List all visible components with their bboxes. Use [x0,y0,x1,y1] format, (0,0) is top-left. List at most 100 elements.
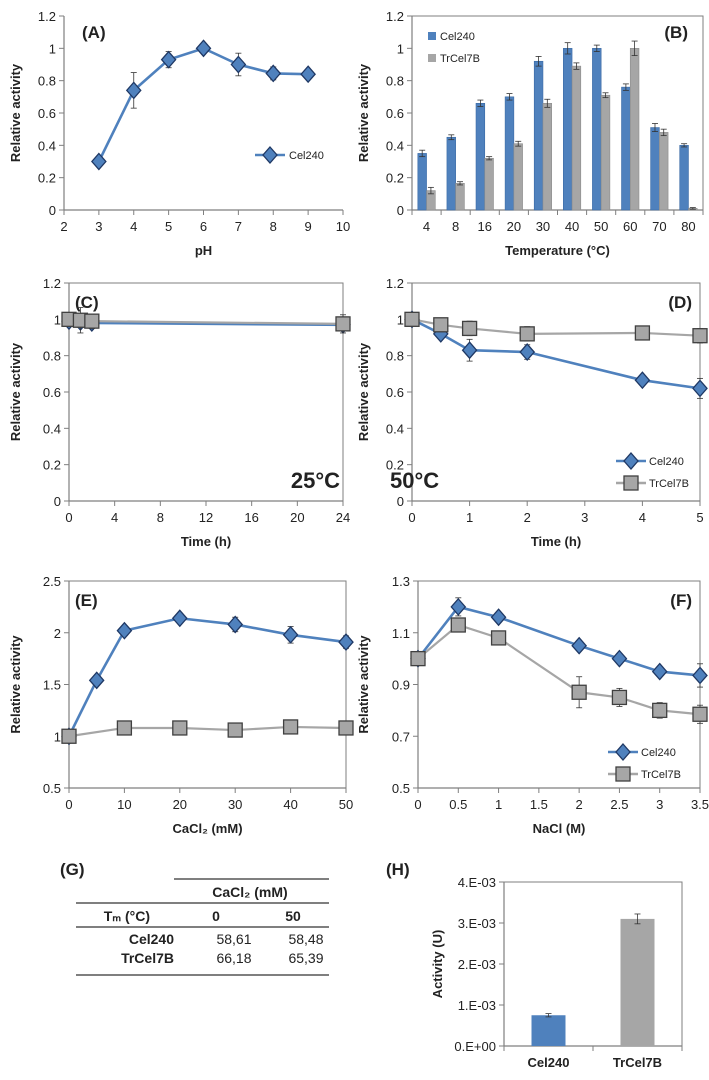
x-tick-label: TrCel7B [613,1055,662,1070]
series-cel240 [404,310,708,399]
bar [504,96,515,211]
table-column-header: 50 [285,908,301,924]
panel-label: (G) [60,860,85,879]
y-tick-label: 0.2 [38,171,56,186]
x-axis-label: Time (h) [181,534,231,549]
y-tick-label: 0.2 [43,458,61,473]
y-tick-label: 0 [49,203,56,218]
x-tick-label: 10 [117,797,131,812]
y-tick-label: 0.7 [392,729,410,744]
bar [659,132,669,211]
legend-marker-icon [623,475,639,491]
x-axis-label: pH [195,243,212,258]
x-tick-label: 0 [65,797,72,812]
bar [513,143,523,211]
x-tick-label: 8 [270,219,277,234]
x-tick-label: 1 [466,510,473,525]
data-point [571,636,588,655]
data-point [227,722,243,738]
y-tick-label: 1 [397,312,404,327]
x-tick-label: 70 [652,219,666,234]
data-point [171,609,188,628]
table-row-label: TrCel7B [121,950,174,966]
x-tick-label: 60 [623,219,637,234]
x-tick-label: 20 [290,510,304,525]
x-tick-label: 3 [95,219,102,234]
data-point [160,50,177,69]
y-axis-label: Relative activity [356,342,371,441]
table-cell: 65,39 [288,950,323,966]
legend-swatch [428,54,436,62]
data-point [125,81,142,100]
x-tick-label: 30 [536,219,550,234]
data-point [335,316,351,332]
data-point [84,313,100,329]
data-point [265,64,282,83]
y-tick-label: 1 [49,41,56,56]
data-point [116,621,133,640]
y-axis-label: Relative activity [8,63,23,162]
y-tick-label: 1.2 [386,9,404,24]
bar [417,153,427,211]
x-tick-label: 20 [173,797,187,812]
bar [542,103,552,211]
y-tick-label: 0.8 [386,349,404,364]
chart-panel-h: 0.E+00 1.E-03 2.E-03 3.E-03 4.E-03 Cel240 TrCe… [386,860,683,1070]
y-tick-label: 0 [397,494,404,509]
data-point [651,662,668,681]
bar [600,94,611,211]
data-point [91,152,107,171]
y-tick-label: 4.E-03 [458,875,496,890]
y-tick-label: 0.8 [386,74,404,89]
data-point [282,719,299,735]
y-tick-label: 0.6 [43,385,61,400]
series-line [97,46,309,163]
legend-label: TrCel7B [440,53,480,65]
x-tick-label: 4 [130,219,137,234]
x-tick-label: 2.5 [610,797,628,812]
x-tick-label: 2 [60,219,67,234]
x-tick-label: 0 [65,510,72,525]
legend: Cel240 TrCel7B [428,31,480,65]
data-point [338,633,354,652]
legend-label: TrCel7B [641,769,681,781]
y-tick-label: 1.E-03 [458,998,496,1013]
x-tick-label: 40 [283,797,297,812]
series-trcel7b [410,617,708,724]
chart-panel-d: 0 0.2 0.4 0.6 0.8 1 1.2 0 1 2 3 4 5 Time (h) Relative … [356,276,708,549]
x-tick-label: 5 [165,219,172,234]
bar [563,48,573,211]
series-trcel7b [61,307,351,334]
data-point [571,684,587,700]
panel-label: (D) [668,293,692,312]
x-tick-label: 30 [228,797,242,812]
y-tick-label: 1.2 [38,9,56,24]
x-axis-label: CaCl₂ (mM) [172,821,242,836]
y-tick-label: 0.2 [386,171,404,186]
table-group-header: CaCl₂ (mM) [212,884,287,900]
plot-frame [411,282,701,502]
bar [629,48,640,211]
x-tick-label: 80 [681,219,695,234]
bar-cel240 [531,1015,566,1046]
x-tick-label: 50 [339,797,353,812]
panel-label: (H) [386,860,410,879]
bar [592,48,602,211]
x-axis-label: Time (h) [531,534,581,549]
data-point [519,343,536,362]
y-tick-label: 0.8 [43,349,61,364]
x-tick-label: 10 [336,219,350,234]
series-trcel7b [61,719,354,744]
x-tick-label: 16 [244,510,258,525]
temperature-annotation: 50°C [390,468,439,493]
table-cell: 66,18 [216,950,251,966]
y-tick-label: 1.1 [392,626,410,641]
data-point [692,379,708,398]
x-tick-label: 2 [524,510,531,525]
x-tick-label: 4 [639,510,646,525]
chart-panel-f: 0.5 0.7 0.9 1.1 1.3 0 0.5 1 1.5 2 2.5 3 3.5 NaCl (M) R… [356,574,709,836]
table-column-header: 0 [212,908,220,924]
data-point [490,608,507,627]
legend: Cel240 [255,146,324,164]
